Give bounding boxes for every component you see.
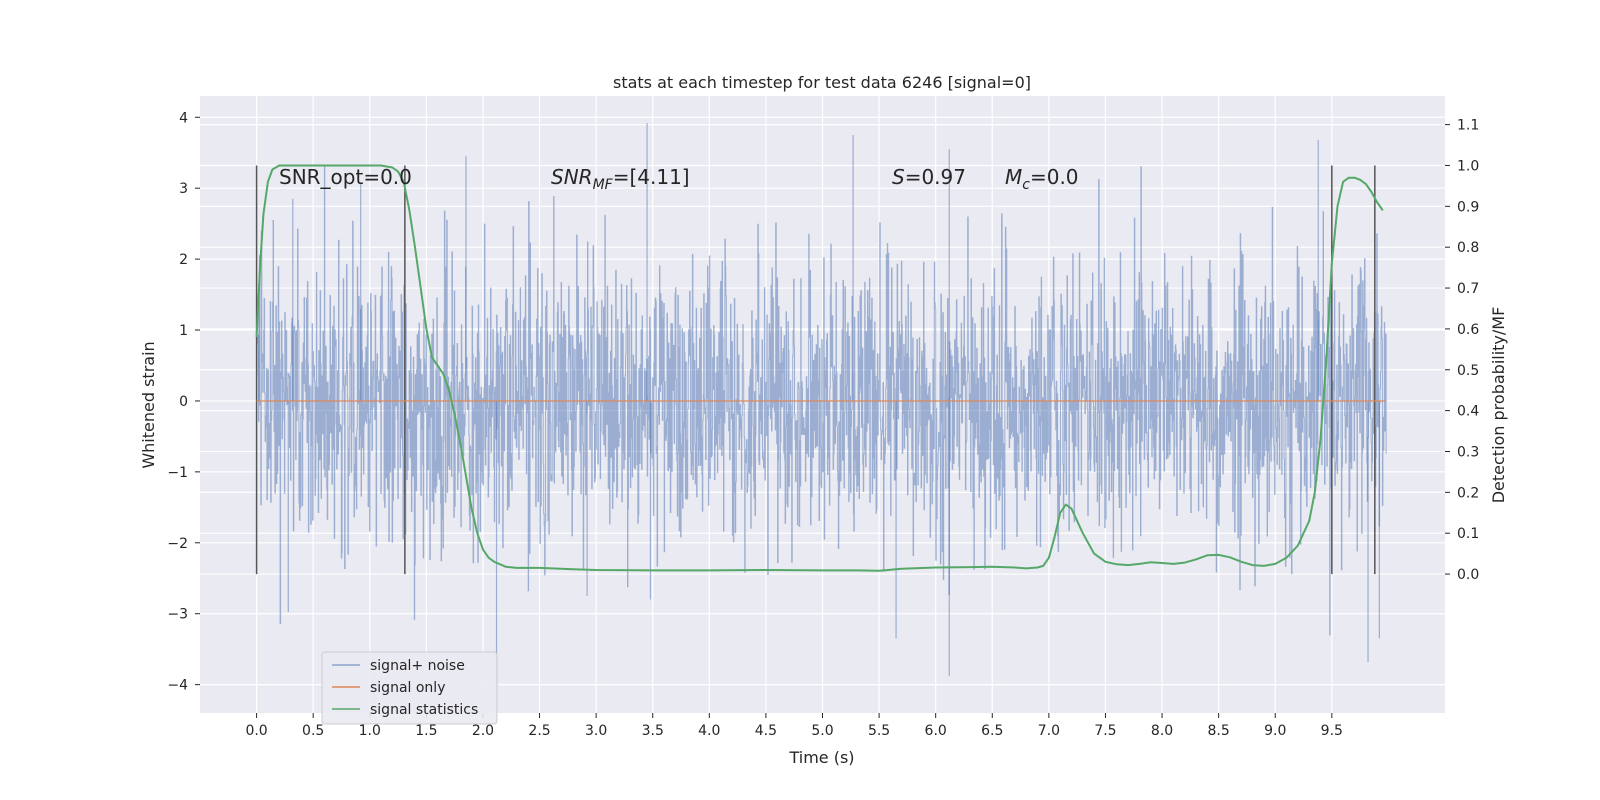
y2-tick-label: 0.2 xyxy=(1457,485,1479,501)
x-tick-label: 2.5 xyxy=(528,723,550,739)
legend-label-signal-only: signal only xyxy=(370,680,445,696)
y-axis-label: Whitened strain xyxy=(139,341,158,468)
mc-subscript: c xyxy=(1022,177,1030,193)
y2-tick-label: 0.7 xyxy=(1457,281,1479,297)
x-tick-label: 8.0 xyxy=(1151,723,1173,739)
y2-tick-label: 0.0 xyxy=(1457,567,1479,583)
y2-tick-label: 0.4 xyxy=(1457,404,1479,420)
s-symbol: S xyxy=(892,165,905,189)
legend-box xyxy=(321,651,498,725)
x-tick-label: 1.0 xyxy=(359,723,381,739)
signal-statistics-line xyxy=(255,164,1384,572)
event-markers xyxy=(255,165,1376,575)
y-tick-label: 2 xyxy=(179,252,188,268)
y-tick-label: 3 xyxy=(179,181,188,197)
annotation-snr-opt: SNR_opt=0.0 xyxy=(279,165,412,189)
x-tick-label: 3.0 xyxy=(585,723,607,739)
y2-tick-label: 0.5 xyxy=(1457,363,1479,379)
annotation-snr-mf: SNRMF=[4.11] xyxy=(551,165,690,193)
y-axis-ticks: −4 −3 −2 −1 0 1 2 3 4 xyxy=(167,110,200,694)
chart-title: stats at each timestep for test data 624… xyxy=(613,73,1031,92)
x-tick-label: 5.5 xyxy=(868,723,890,739)
x-tick-label: 0.0 xyxy=(245,723,267,739)
x-tick-label: 3.5 xyxy=(642,723,664,739)
y2-tick-label: 1.0 xyxy=(1457,158,1479,174)
mc-symbol: M xyxy=(1005,165,1022,189)
x-tick-label: 1.5 xyxy=(415,723,437,739)
y-tick-label: 4 xyxy=(179,110,188,126)
y2-tick-label: 0.6 xyxy=(1457,322,1479,338)
y-tick-label: −1 xyxy=(167,465,188,481)
snr-mf-subscript: MF xyxy=(593,177,614,193)
legend-label-signal-noise: signal+ noise xyxy=(370,658,465,674)
annotations: SNR_opt=0.0 SNRMF=[4.11] S=0.97 Mc=0.0 xyxy=(279,165,1079,193)
x-axis-ticks: 0.0 0.5 1.0 1.5 2.0 2.5 3.0 3.5 4.0 4.5 5.0 5.5 6.0 6… xyxy=(245,713,1343,739)
x-tick-label: 7.5 xyxy=(1094,723,1116,739)
mc-value: =0.0 xyxy=(1030,165,1079,189)
y2-axis-ticks: 0.0 0.1 0.2 0.3 0.4 0.5 0.6 0.7 0.8 0.9 1.0 1.1 xyxy=(1445,118,1479,583)
x-axis-label: Time (s) xyxy=(788,748,854,767)
x-tick-label: 6.0 xyxy=(925,723,947,739)
signal-noise-trace xyxy=(256,166,1387,636)
annotation-s: S=0.97 xyxy=(892,165,966,189)
x-tick-label: 4.5 xyxy=(755,723,777,739)
signal-statistics-series xyxy=(255,164,1384,572)
y-tick-label: −2 xyxy=(167,536,188,552)
s-value: =0.97 xyxy=(905,165,966,189)
x-tick-label: 8.5 xyxy=(1208,723,1230,739)
signal-noise-series xyxy=(256,122,1387,689)
y-tick-label: 1 xyxy=(179,323,188,339)
y-tick-label: 0 xyxy=(179,394,188,410)
x-tick-label: 7.0 xyxy=(1038,723,1060,739)
legend-label-signal-statistics: signal statistics xyxy=(370,702,478,718)
y2-tick-label: 0.3 xyxy=(1457,444,1479,460)
x-tick-label: 4.0 xyxy=(698,723,720,739)
x-tick-label: 6.5 xyxy=(981,723,1003,739)
x-tick-label: 9.5 xyxy=(1321,723,1343,739)
x-tick-label: 0.5 xyxy=(302,723,324,739)
y-tick-label: −3 xyxy=(167,607,188,623)
y2-axis-label: Detection probability/MF xyxy=(1489,307,1508,504)
y2-tick-label: 0.9 xyxy=(1457,199,1479,215)
y2-tick-label: 0.8 xyxy=(1457,240,1479,256)
x-tick-label: 5.0 xyxy=(811,723,833,739)
y-tick-label: −4 xyxy=(167,678,188,694)
x-tick-label: 2.0 xyxy=(472,723,494,739)
y2-tick-label: 1.1 xyxy=(1457,118,1479,134)
legend[interactable]: signal+ noise signal only signal statist… xyxy=(321,651,498,725)
annotation-mc: Mc=0.0 xyxy=(1005,165,1079,193)
snr-mf-value: =[4.11] xyxy=(613,165,690,189)
snr-mf-symbol: SNR xyxy=(551,165,593,189)
x-tick-label: 9.0 xyxy=(1264,723,1286,739)
y2-tick-label: 0.1 xyxy=(1457,526,1479,542)
